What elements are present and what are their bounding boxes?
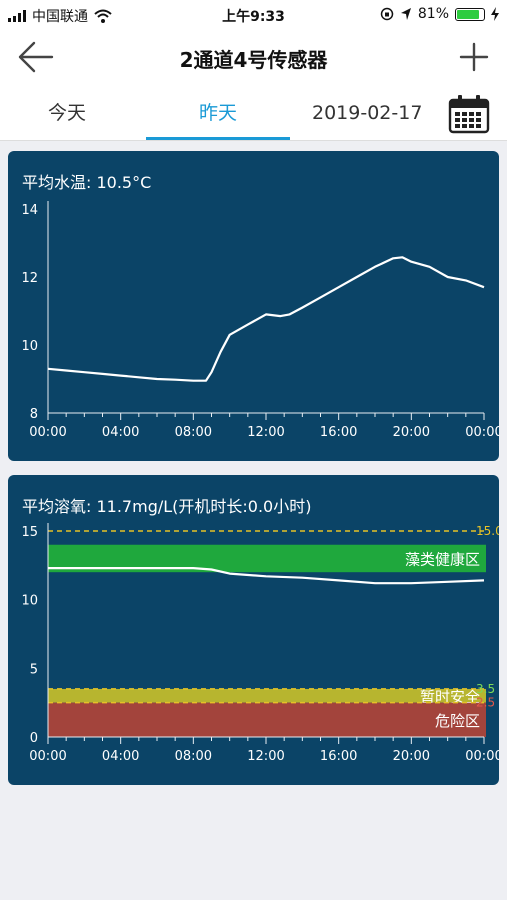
tab-today[interactable]: 今天 bbox=[47, 102, 86, 124]
y-tick-label-2: 12 bbox=[21, 271, 38, 286]
charging-icon bbox=[491, 7, 499, 21]
date-tabs: 今天 昨天 2019-02-17 bbox=[0, 86, 507, 141]
x-tick-label-2: 08:00 bbox=[175, 749, 212, 764]
y-tick-label-3: 15 bbox=[21, 525, 38, 540]
threshold-label-1: 3.5 bbox=[476, 682, 495, 696]
battery-icon bbox=[455, 7, 485, 21]
tab-date[interactable]: 2019-02-17 bbox=[312, 102, 423, 124]
band-label-2: 危险区 bbox=[435, 712, 480, 730]
x-tick-label-3: 12:00 bbox=[247, 425, 284, 440]
band-label-1: 暂时安全 bbox=[420, 688, 480, 706]
x-tick-label-6: 00:00 bbox=[465, 425, 499, 440]
tab-fade bbox=[430, 86, 448, 140]
x-tick-label-1: 04:00 bbox=[102, 425, 139, 440]
status-bar: 中国联通 上午9:33 81% bbox=[0, 0, 507, 30]
x-tick-label-4: 16:00 bbox=[320, 425, 357, 440]
signal-icon bbox=[8, 10, 26, 22]
y-tick-label-1: 10 bbox=[21, 339, 38, 354]
x-tick-label-1: 04:00 bbox=[102, 749, 139, 764]
x-tick-label-0: 00:00 bbox=[29, 749, 66, 764]
active-tab-indicator bbox=[146, 137, 290, 140]
orientation-lock-icon bbox=[380, 7, 394, 21]
x-tick-label-0: 00:00 bbox=[29, 425, 66, 440]
x-tick-label-6: 00:00 bbox=[465, 749, 499, 764]
clock: 上午9:33 bbox=[222, 9, 285, 25]
threshold-label-0: 15.0 bbox=[476, 524, 499, 538]
x-tick-label-5: 20:00 bbox=[393, 749, 430, 764]
arrow-left-icon[interactable] bbox=[16, 40, 56, 74]
water-temp-title: 平均水温: 10.5°C bbox=[22, 173, 152, 192]
x-tick-label-3: 12:00 bbox=[247, 749, 284, 764]
water-temp-card: 平均水温: 10.5°C 8 10 12 14 00:00 04:00 08:00 12:00… bbox=[8, 151, 499, 461]
y-tick-label-3: 14 bbox=[21, 203, 38, 218]
x-tick-label-4: 16:00 bbox=[320, 749, 357, 764]
page-title: 2通道4号传感器 bbox=[179, 48, 328, 72]
x-tick-label-2: 08:00 bbox=[175, 425, 212, 440]
band-1 bbox=[48, 688, 486, 703]
plus-icon[interactable] bbox=[457, 40, 491, 74]
calendar-icon[interactable] bbox=[448, 94, 490, 134]
y-tick-label-0: 0 bbox=[30, 731, 38, 746]
nav-bar: 2通道4号传感器 bbox=[0, 30, 507, 86]
band-2 bbox=[48, 702, 486, 737]
battery-percent: 81% bbox=[417, 6, 449, 22]
wifi-icon bbox=[94, 9, 112, 23]
y-tick-label-2: 10 bbox=[21, 594, 38, 609]
dissolved-oxygen-card: 平均溶氧: 11.7mg/L(开机时长:0.0小时) 藻类健康区暂时安全危险区 1… bbox=[8, 475, 499, 785]
band-label-0: 藻类健康区 bbox=[405, 550, 480, 568]
water-temp-chart: 8 10 12 14 00:00 04:00 08:00 12:00 16:00 20:00 00:… bbox=[21, 201, 499, 440]
y-tick-label-0: 8 bbox=[30, 407, 38, 422]
dissolved-oxygen-title: 平均溶氧: 11.7mg/L(开机时长:0.0小时) bbox=[22, 497, 312, 516]
location-icon bbox=[400, 8, 411, 20]
threshold-label-2: 2.5 bbox=[476, 696, 495, 710]
series-line-0 bbox=[48, 567, 485, 585]
x-tick-label-5: 20:00 bbox=[393, 425, 430, 440]
carrier-label: 中国联通 bbox=[32, 9, 88, 25]
tab-yesterday[interactable]: 昨天 bbox=[198, 102, 237, 124]
series-line-0 bbox=[47, 256, 485, 382]
y-tick-label-1: 5 bbox=[30, 662, 38, 677]
